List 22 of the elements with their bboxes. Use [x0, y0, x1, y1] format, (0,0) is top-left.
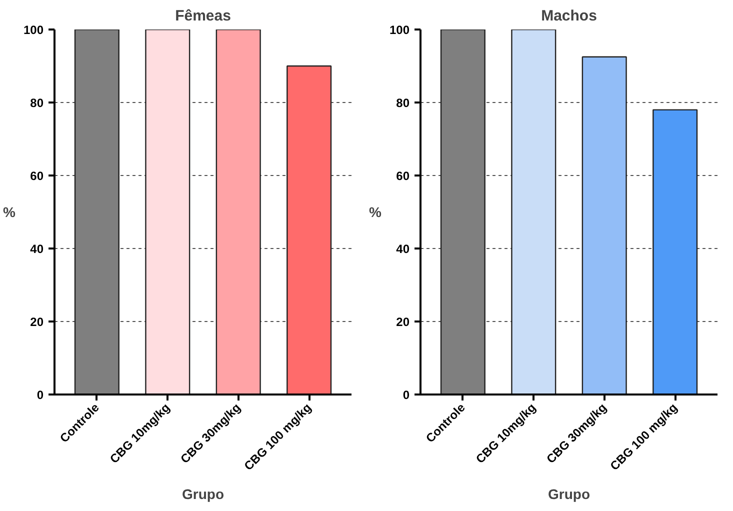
y-tick-label: 60 [30, 169, 44, 183]
y-axis-title: % [369, 204, 382, 220]
bar [511, 30, 556, 394]
y-tick-label: 100 [23, 23, 44, 37]
y-tick-label: 40 [396, 242, 410, 256]
chart-title: Machos [541, 8, 597, 24]
y-tick-label: 40 [30, 242, 44, 256]
chart-title: Fêmeas [175, 8, 231, 24]
x-axis-title: Grupo [182, 486, 224, 502]
y-axis-title: % [3, 204, 16, 220]
y-tick-label: 80 [30, 96, 44, 110]
y-tick-label: 0 [36, 388, 44, 402]
y-tick-label: 0 [402, 388, 410, 402]
y-tick-label: 80 [396, 96, 410, 110]
bar [652, 109, 698, 394]
y-tick-label: 100 [389, 23, 410, 37]
y-tick-label: 20 [30, 315, 44, 329]
bar [440, 30, 486, 394]
x-axis-title: Grupo [548, 486, 590, 502]
y-tick-label: 20 [396, 315, 410, 329]
y-tick-label: 60 [396, 169, 410, 183]
bar [582, 56, 627, 394]
